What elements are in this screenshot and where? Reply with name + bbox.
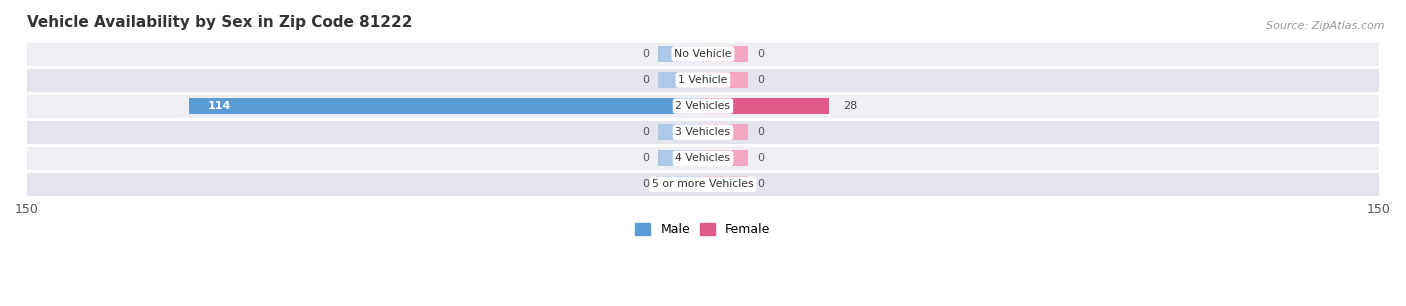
Text: 5 or more Vehicles: 5 or more Vehicles xyxy=(652,179,754,189)
Text: No Vehicle: No Vehicle xyxy=(675,49,731,59)
Bar xyxy=(658,176,703,192)
Bar xyxy=(27,41,1379,67)
Text: 0: 0 xyxy=(756,153,763,163)
Text: 0: 0 xyxy=(643,127,650,137)
Bar xyxy=(27,67,1379,93)
Bar xyxy=(703,176,748,192)
Text: Vehicle Availability by Sex in Zip Code 81222: Vehicle Availability by Sex in Zip Code … xyxy=(27,15,412,30)
Legend: Male, Female: Male, Female xyxy=(630,218,776,241)
Bar xyxy=(703,72,748,88)
Bar xyxy=(27,145,1379,171)
Text: 28: 28 xyxy=(842,101,858,111)
Bar xyxy=(190,98,703,114)
Text: Source: ZipAtlas.com: Source: ZipAtlas.com xyxy=(1267,21,1385,32)
Text: 0: 0 xyxy=(756,179,763,189)
Text: 0: 0 xyxy=(756,75,763,85)
Text: 4 Vehicles: 4 Vehicles xyxy=(675,153,731,163)
Bar xyxy=(703,46,748,62)
Text: 114: 114 xyxy=(207,101,231,111)
Bar xyxy=(27,93,1379,119)
Bar xyxy=(703,98,830,114)
Bar xyxy=(658,124,703,140)
Bar xyxy=(658,72,703,88)
Text: 1 Vehicle: 1 Vehicle xyxy=(678,75,728,85)
Bar xyxy=(27,171,1379,197)
Text: 0: 0 xyxy=(643,179,650,189)
Text: 0: 0 xyxy=(643,75,650,85)
Text: 2 Vehicles: 2 Vehicles xyxy=(675,101,731,111)
Bar xyxy=(658,46,703,62)
Text: 0: 0 xyxy=(756,49,763,59)
Bar xyxy=(703,150,748,166)
Text: 0: 0 xyxy=(643,49,650,59)
Text: 3 Vehicles: 3 Vehicles xyxy=(675,127,731,137)
Bar xyxy=(658,150,703,166)
Bar xyxy=(27,119,1379,145)
Text: 0: 0 xyxy=(756,127,763,137)
Bar xyxy=(703,124,748,140)
Text: 0: 0 xyxy=(643,153,650,163)
